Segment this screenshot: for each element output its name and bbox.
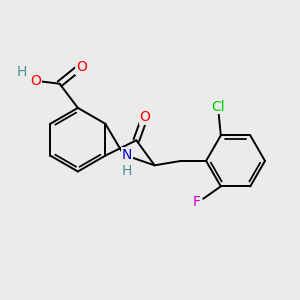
Text: H: H bbox=[122, 164, 132, 178]
Text: H: H bbox=[16, 65, 26, 79]
Text: N: N bbox=[122, 148, 132, 162]
Text: O: O bbox=[140, 110, 150, 124]
Text: O: O bbox=[31, 74, 41, 88]
Text: F: F bbox=[193, 195, 201, 209]
Text: O: O bbox=[76, 60, 87, 74]
Text: Cl: Cl bbox=[212, 100, 225, 113]
